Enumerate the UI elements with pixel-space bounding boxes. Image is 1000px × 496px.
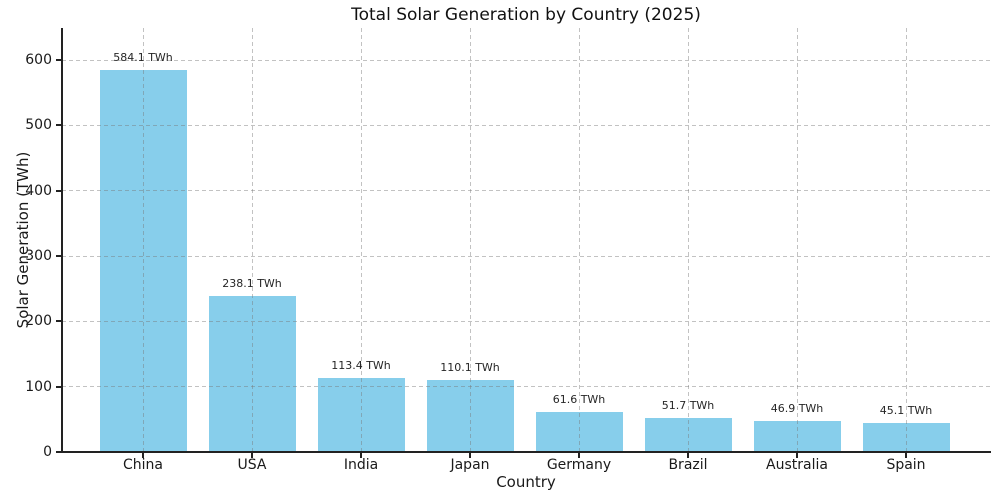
- x-tick-mark: [578, 453, 580, 458]
- x-tick-mark: [360, 453, 362, 458]
- bar: [426, 380, 514, 452]
- bar: [317, 377, 405, 452]
- y-tick-label: 500: [25, 117, 52, 134]
- y-tick-label: 200: [25, 313, 52, 330]
- x-tick-label: Germany: [546, 457, 612, 473]
- bar-value-label: 61.6 TWh: [552, 392, 606, 406]
- y-tick-mark: [56, 124, 61, 127]
- x-axis-spine: [61, 451, 991, 453]
- x-tick-label: Spain: [886, 457, 926, 473]
- bar-value-label: 46.9 TWh: [770, 402, 824, 416]
- bar-value-label: 110.1 TWh: [440, 361, 500, 375]
- bar-value-label: 238.1 TWh: [222, 277, 282, 291]
- y-tick-mark: [56, 320, 61, 323]
- bar-value-label: 584.1 TWh: [113, 51, 173, 65]
- y-tick-mark: [56, 255, 61, 257]
- bar: [753, 421, 841, 452]
- x-tick-label: China: [123, 457, 163, 473]
- bar-value-label: 113.4 TWh: [331, 358, 391, 372]
- y-tick-label: 600: [25, 52, 52, 68]
- x-tick-label: Brazil: [668, 457, 708, 473]
- y-axis-spine: [61, 28, 63, 453]
- y-tick-label: 400: [25, 182, 52, 199]
- y-tick-label: 300: [25, 248, 52, 264]
- x-tick-mark: [687, 453, 689, 458]
- x-tick-label: Australia: [766, 457, 828, 473]
- y-tick-mark: [56, 189, 61, 192]
- bar: [862, 422, 950, 452]
- bar-value-label: 45.1 TWh: [879, 403, 933, 417]
- x-tick-mark: [796, 453, 798, 458]
- bar: [535, 411, 623, 452]
- x-tick-label: Japan: [450, 457, 490, 473]
- y-axis-title-text: Solar Generation (TWh): [14, 151, 32, 329]
- chart-title: Total Solar Generation by Country (2025): [351, 5, 701, 25]
- x-tick-mark: [142, 453, 144, 458]
- y-tick-mark: [56, 385, 61, 388]
- x-tick-mark: [251, 453, 253, 458]
- x-axis-title: Country: [496, 473, 556, 491]
- bar: [208, 296, 296, 452]
- y-tick-mark: [56, 59, 61, 61]
- y-tick-mark: [56, 451, 61, 453]
- bar-value-label: 51.7 TWh: [661, 399, 715, 413]
- bar: [99, 70, 187, 452]
- bar: [644, 418, 732, 452]
- x-tick-mark: [469, 453, 471, 458]
- x-tick-label: USA: [237, 457, 267, 473]
- y-tick-label: 0: [43, 444, 52, 460]
- x-tick-mark: [905, 453, 907, 458]
- y-tick-label: 100: [25, 378, 52, 395]
- plot-area: [62, 28, 990, 452]
- x-tick-label: India: [343, 457, 379, 473]
- bars-layer: [62, 28, 990, 452]
